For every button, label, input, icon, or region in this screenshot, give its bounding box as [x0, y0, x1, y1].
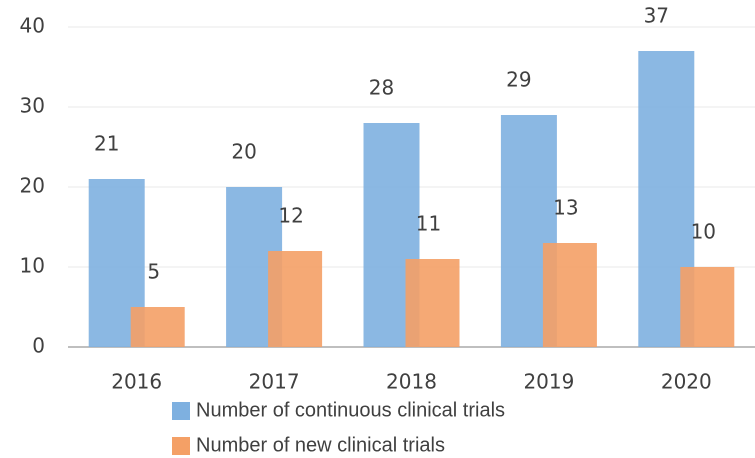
bar: [130, 307, 185, 347]
data-label: 29: [506, 68, 531, 92]
y-tick-label: 10: [20, 254, 45, 278]
y-tick-label: 20: [20, 174, 45, 198]
data-label: 37: [644, 4, 669, 28]
legend-swatch: [172, 437, 190, 455]
data-label: 28: [369, 76, 394, 100]
bar: [680, 267, 735, 347]
data-label: 21: [94, 132, 119, 156]
legend-label: Number of new clinical trials: [196, 434, 445, 456]
data-label: 5: [147, 260, 160, 284]
x-tick-label: 2019: [523, 370, 574, 394]
data-label: 10: [691, 220, 716, 244]
x-tick-label: 2016: [111, 370, 162, 394]
data-label: 13: [553, 196, 578, 220]
y-tick-label: 40: [20, 14, 45, 38]
x-tick-label: 2020: [661, 370, 712, 394]
legend-swatch: [172, 402, 190, 420]
x-tick-label: 2018: [386, 370, 437, 394]
data-label: 11: [416, 212, 441, 236]
y-tick-label: 30: [20, 94, 45, 118]
bar: [405, 259, 460, 347]
data-label: 20: [231, 140, 256, 164]
x-tick-label: 2017: [249, 370, 300, 394]
y-tick-label: 0: [32, 334, 45, 358]
legend-label: Number of continuous clinical trials: [196, 399, 505, 421]
bar: [542, 243, 597, 347]
data-label: 12: [278, 204, 303, 228]
bar: [268, 251, 323, 347]
